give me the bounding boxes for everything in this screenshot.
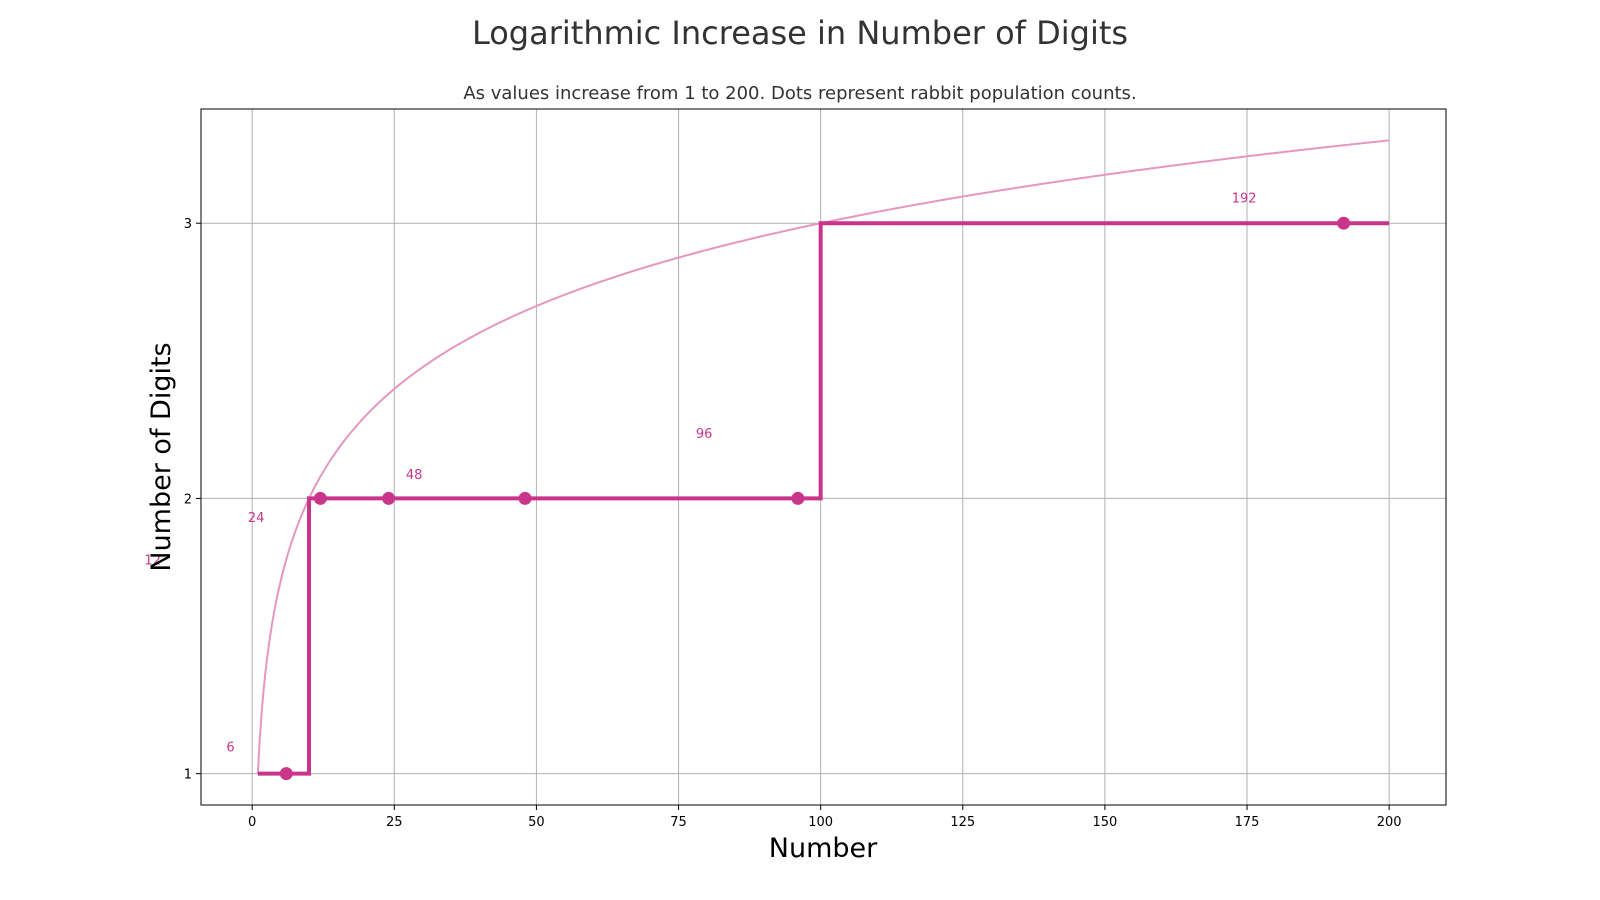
population-point: [518, 491, 532, 505]
point-label: 24: [248, 511, 265, 526]
point-label: 192: [1232, 192, 1257, 207]
population-point: [279, 767, 293, 781]
x-tick-label: 150: [1092, 815, 1117, 830]
population-point: [382, 491, 396, 505]
point-label: 12: [144, 553, 161, 568]
chart-subtitle: As values increase from 1 to 200. Dots r…: [463, 83, 1136, 104]
digit-step-line: [257, 221, 1390, 776]
y-axis-label: Number of Digits: [146, 342, 177, 571]
x-tick-label: 75: [670, 815, 687, 830]
point-label: 96: [696, 427, 713, 442]
x-tick-label: 0: [248, 815, 256, 830]
grid: [201, 109, 1446, 805]
point-label: 48: [406, 468, 423, 483]
chart-title: Logarithmic Increase in Number of Digits: [472, 14, 1128, 52]
x-tick-label: 175: [1235, 815, 1260, 830]
plot-marks: [256, 139, 1390, 781]
population-point: [313, 491, 327, 505]
x-tick-label: 125: [950, 815, 975, 830]
population-point: [1337, 216, 1351, 230]
point-label: 6: [226, 741, 234, 756]
y-tick-label: 3: [184, 217, 192, 232]
x-tick-label: 100: [808, 815, 833, 830]
population-point: [791, 491, 805, 505]
log-curve-line: [256, 139, 1390, 774]
x-tick-label: 50: [528, 815, 545, 830]
plot-frame: [200, 108, 1447, 806]
x-tick-label: 200: [1377, 815, 1402, 830]
point-labels: 6 12 24 48 96 192: [144, 192, 1256, 756]
ticks: 0 25 50 75 100 125 150 175 200 1 2 3: [184, 217, 1402, 830]
x-axis-label: Number: [769, 833, 878, 864]
x-tick-label: 25: [386, 815, 403, 830]
y-tick-label: 1: [184, 768, 192, 783]
y-tick-label: 2: [184, 492, 192, 507]
